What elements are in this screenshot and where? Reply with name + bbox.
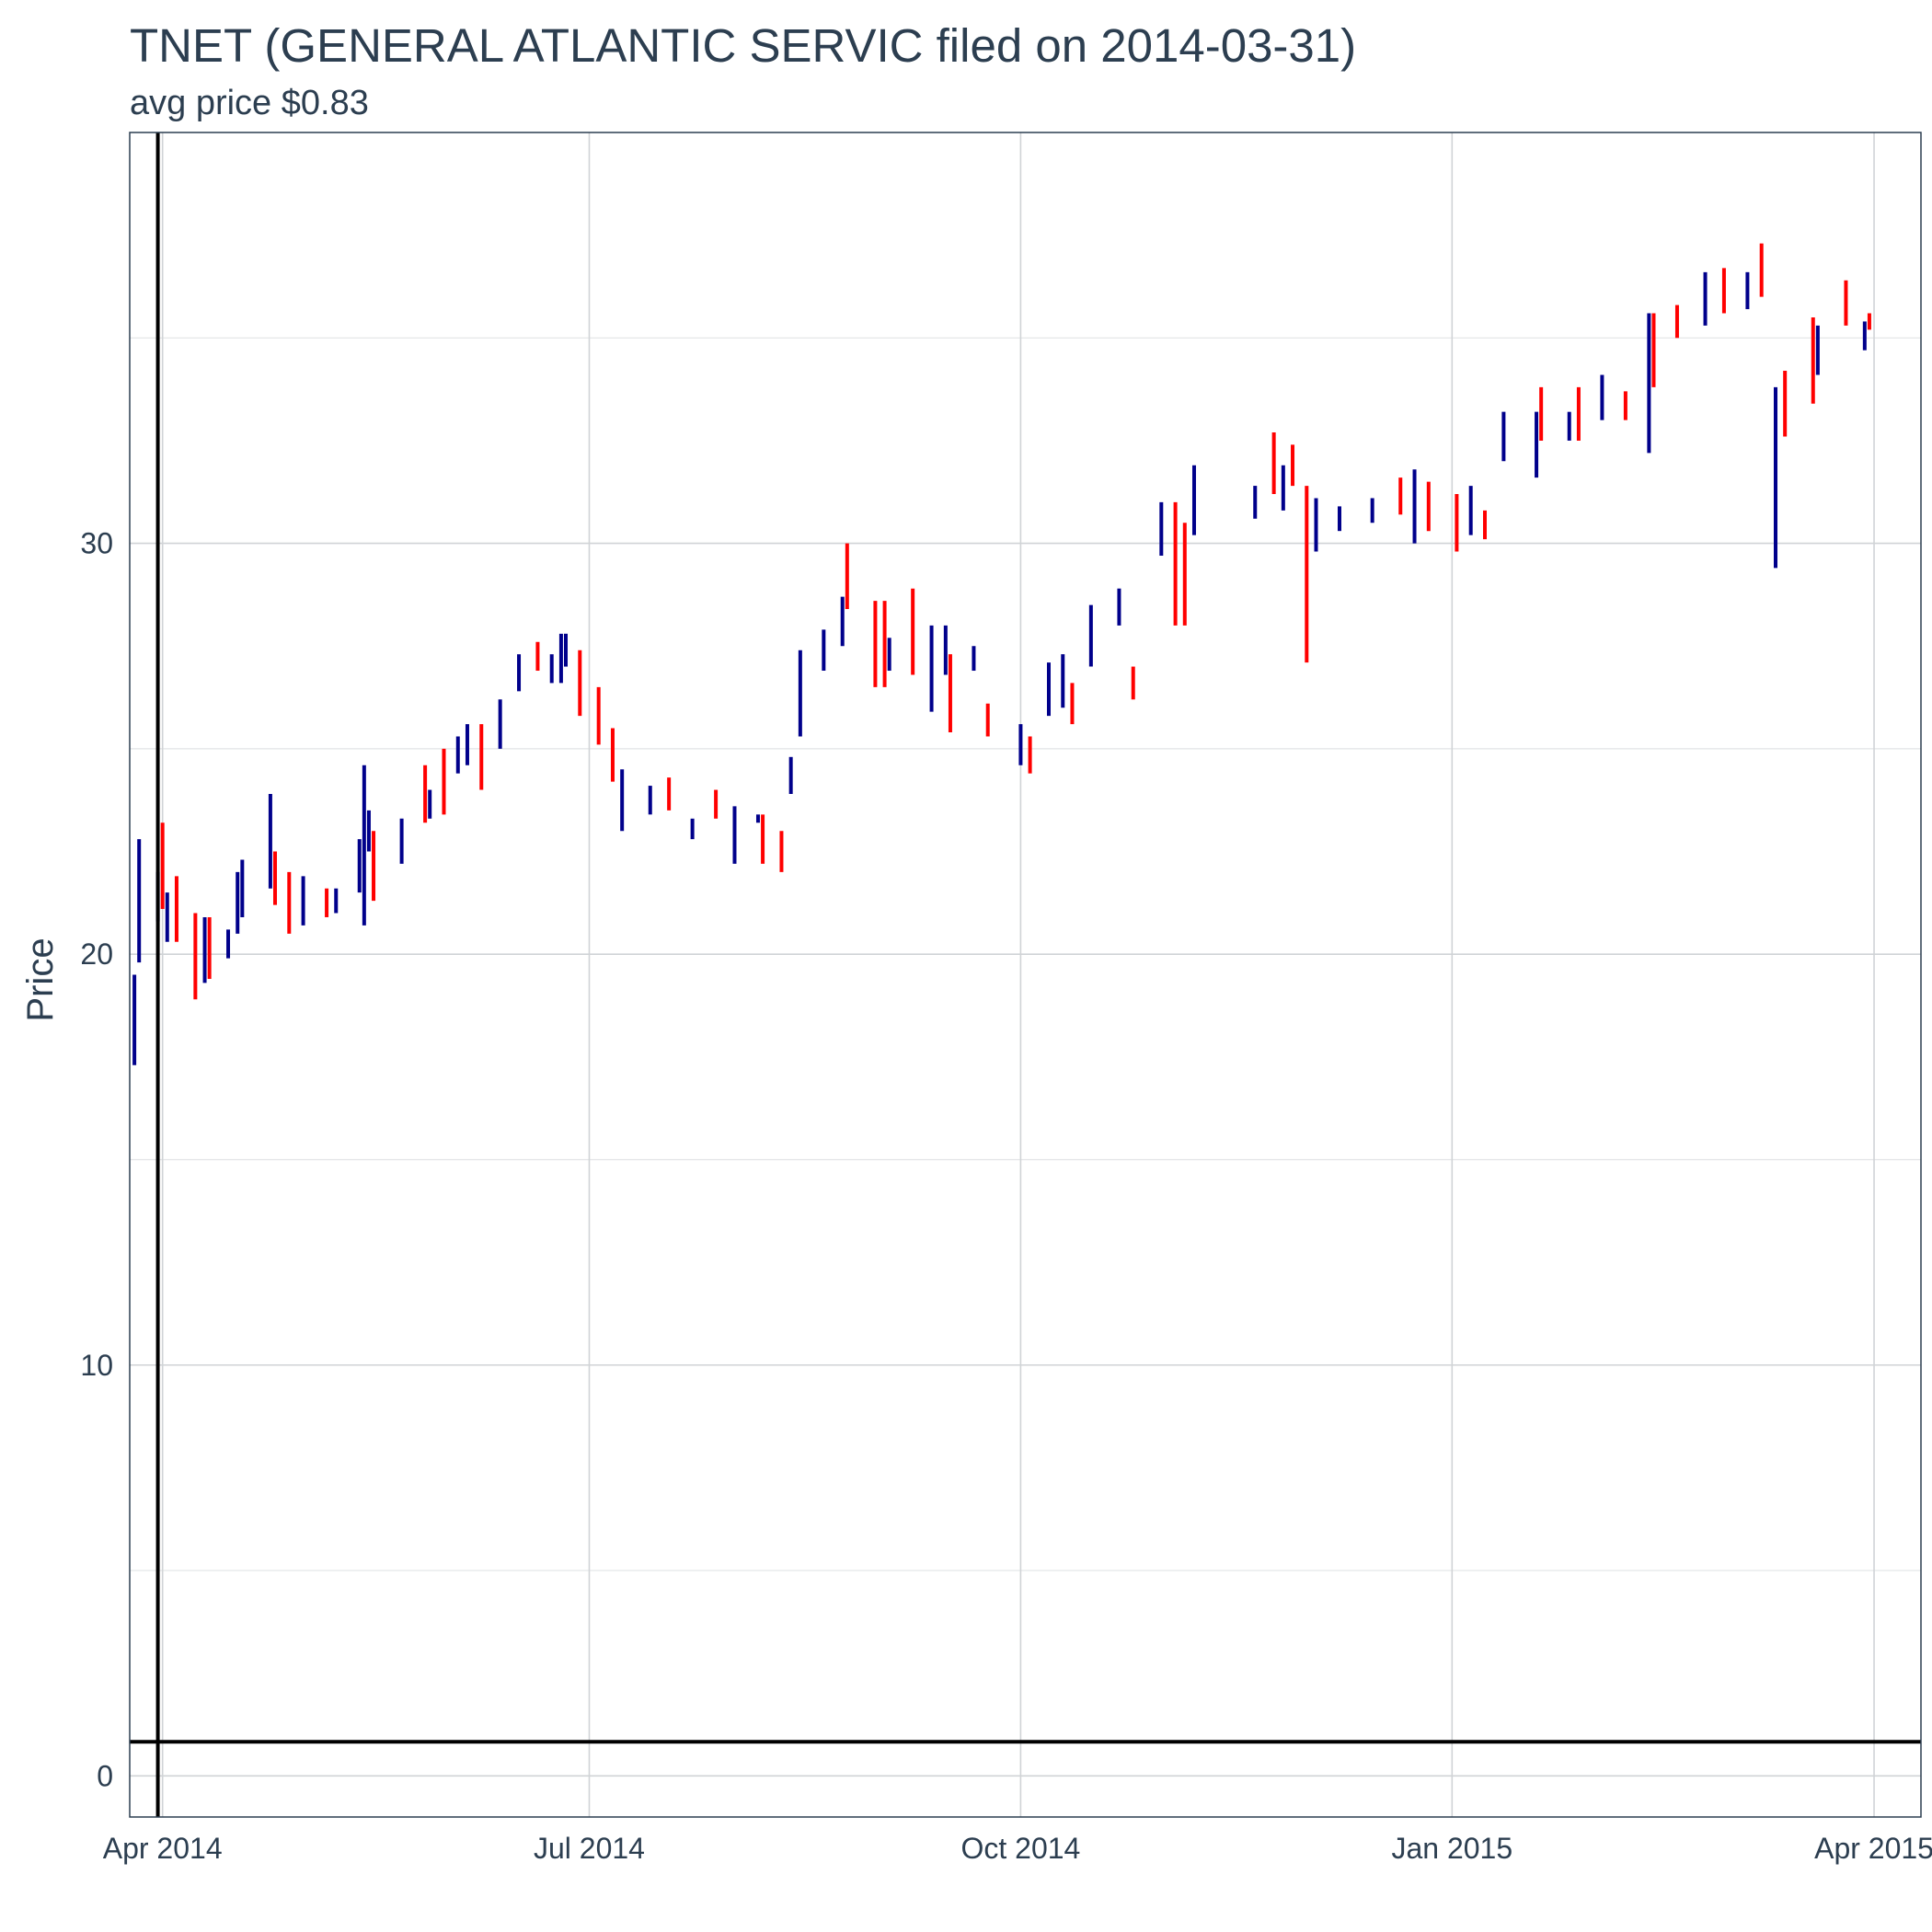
- panel-border: [129, 132, 1922, 1818]
- y-tick-label: 20: [80, 937, 113, 971]
- y-axis-title: Price: [20, 937, 61, 1021]
- gridlines: [130, 132, 1921, 1817]
- price-bars: [132, 243, 1871, 1065]
- x-axis-ticks: Apr 2014 Jul 2014 Oct 2014 Jan 2015 Apr 2015: [103, 1832, 1932, 1865]
- y-tick-label: 30: [80, 527, 113, 560]
- x-tick-label: Oct 2014: [960, 1832, 1080, 1865]
- y-tick-label: 0: [97, 1759, 113, 1792]
- reference-lines: [130, 132, 1921, 1817]
- x-tick-label: Jul 2014: [534, 1832, 645, 1865]
- chart-subtitle: avg price $0.83: [130, 84, 369, 122]
- x-tick-label: Apr 2014: [103, 1832, 223, 1865]
- y-tick-label: 10: [80, 1349, 113, 1382]
- x-tick-label: Apr 2015: [1814, 1832, 1932, 1865]
- y-axis-ticks: 0 10 20 30: [80, 527, 113, 1793]
- chart-title: TNET (GENERAL ATLANTIC SERVIC filed on 2…: [130, 19, 1356, 72]
- x-tick-label: Jan 2015: [1391, 1832, 1512, 1865]
